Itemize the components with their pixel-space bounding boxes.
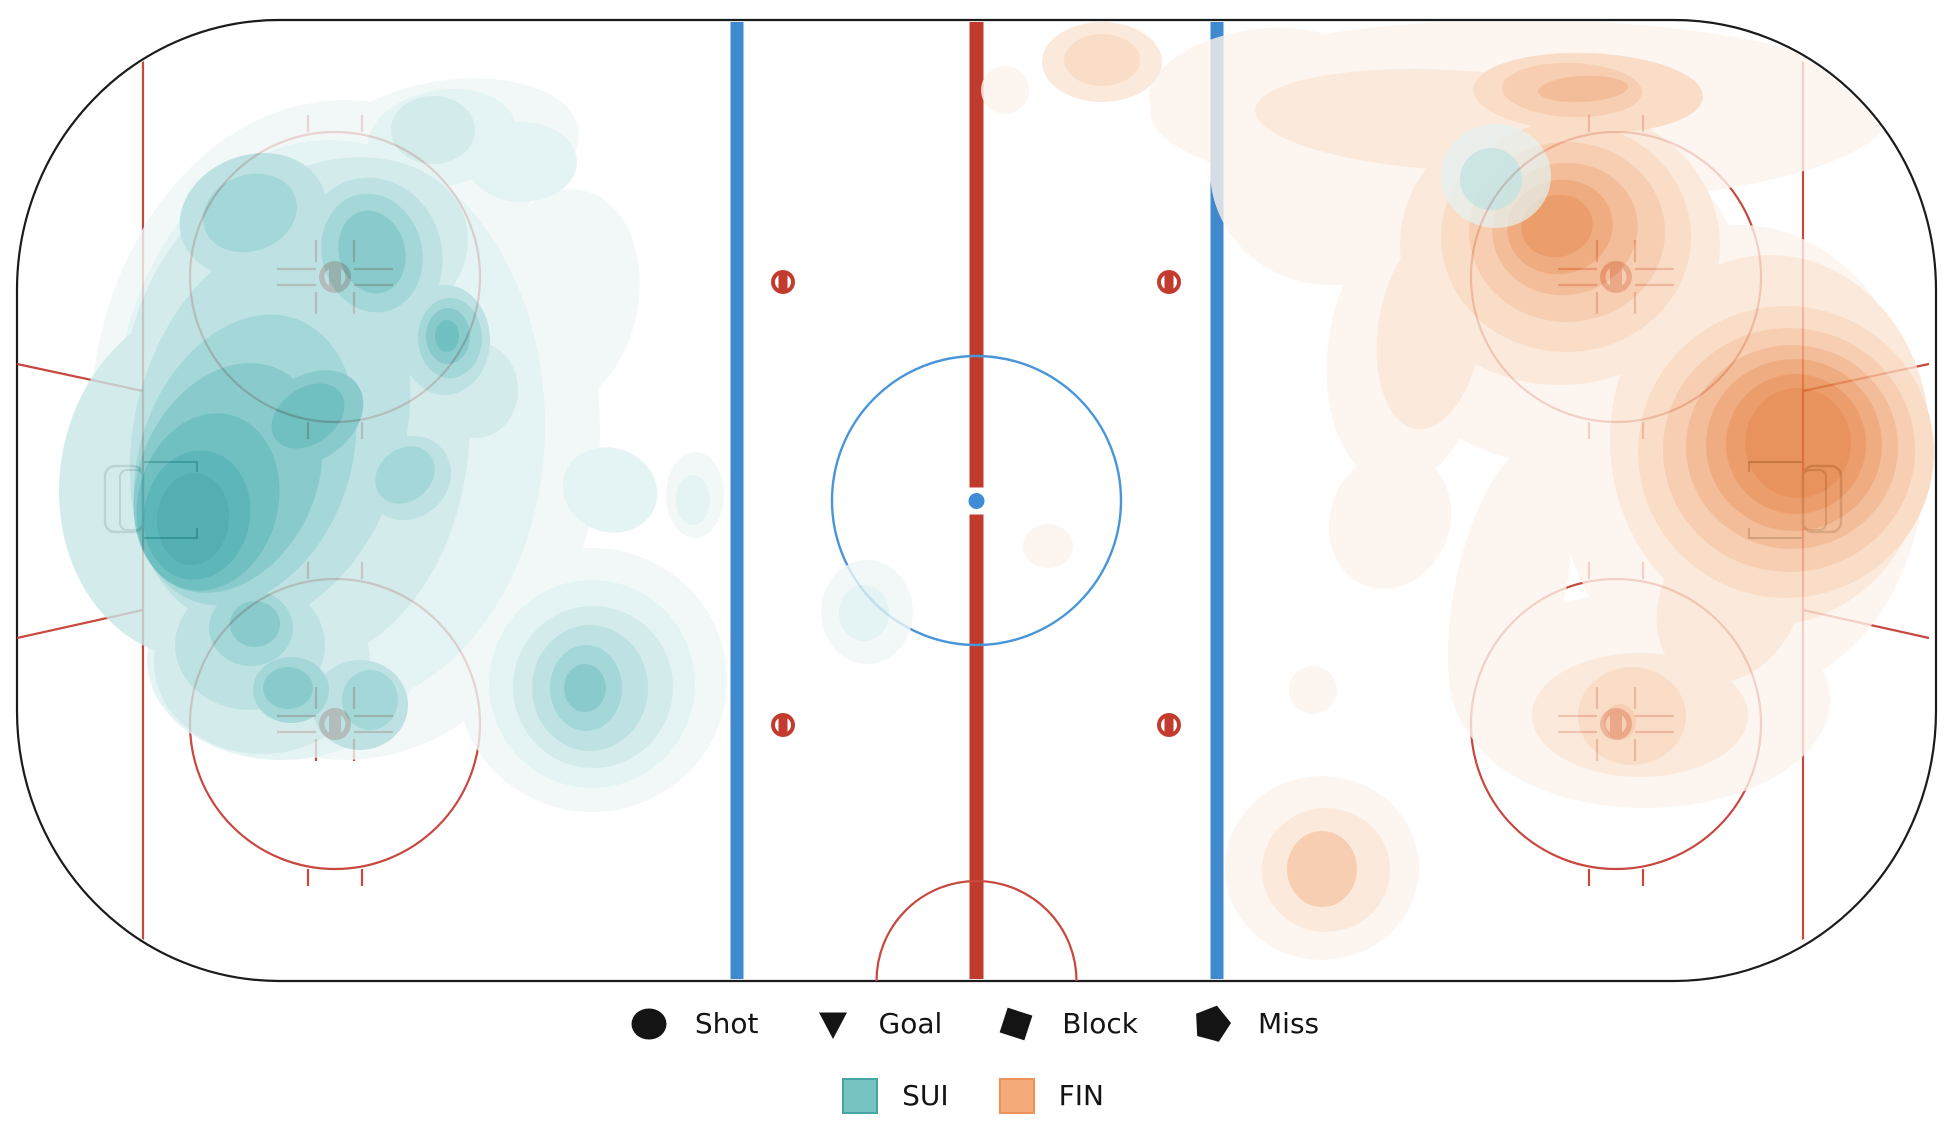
neutral-dot-top-left (771, 270, 795, 294)
contour-ellipse (676, 475, 710, 525)
legend-item-shot: Shot (627, 1004, 759, 1044)
contour-ellipse (1023, 524, 1073, 568)
shot-label: Shot (694, 1007, 759, 1040)
contour-ellipse (271, 383, 345, 449)
contour-ellipse (342, 670, 398, 730)
rink-heatmap-chart (0, 0, 1938, 990)
contour-ellipse (263, 667, 313, 709)
miss-marker-icon (1196, 1005, 1231, 1042)
block-label: Block (1062, 1007, 1138, 1040)
contour-ellipse (230, 601, 280, 647)
contour-ellipse (1447, 442, 1573, 738)
contour-ellipse (156, 473, 230, 565)
heat-sui (59, 78, 1551, 812)
contour-ellipse (1460, 148, 1522, 210)
contour-ellipse (562, 447, 658, 533)
contour-ellipse (467, 122, 577, 202)
contour-ellipse (338, 210, 406, 294)
contour-ellipse (1604, 704, 1636, 740)
legend-item-goal: Goal (811, 1004, 943, 1044)
sui-color-swatch (842, 1078, 879, 1114)
contour-ellipse (1289, 666, 1337, 714)
goal-label: Goal (878, 1007, 943, 1040)
heat-layer (59, 22, 1934, 960)
marker-legend: Shot Goal Block Miss (0, 1004, 1946, 1044)
contour-ellipse (375, 446, 435, 504)
rink-boards (15, 18, 1938, 983)
legend-item-sui: SUI (842, 1078, 949, 1114)
sui-label: SUI (902, 1079, 949, 1112)
contour-ellipse (1538, 75, 1628, 103)
shot-marker-icon (631, 1008, 667, 1040)
contour-ellipse (435, 320, 459, 352)
legend-item-block: Block (994, 1004, 1138, 1044)
fin-color-swatch (998, 1078, 1035, 1114)
center-circle (830, 354, 1123, 647)
team-legend: SUI FIN (0, 1078, 1946, 1114)
center-faceoff-dot (968, 493, 985, 509)
neutral-dot-bottom-right (1157, 713, 1181, 737)
contour-ellipse (839, 585, 889, 641)
block-marker-icon (999, 1007, 1033, 1041)
contour-ellipse (391, 96, 475, 164)
legend-item-fin: FIN (998, 1078, 1104, 1114)
contour-ellipse (1745, 388, 1851, 498)
contour-ellipse (1521, 194, 1593, 258)
neutral-dot-top-right (1157, 270, 1181, 294)
fin-label: FIN (1058, 1079, 1104, 1112)
goal-marker-icon (818, 1012, 847, 1039)
referee-crease (875, 879, 1078, 982)
contour-ellipse (981, 66, 1029, 114)
miss-label: Miss (1258, 1007, 1320, 1040)
contour-ellipse (564, 664, 606, 712)
contour-ellipse (203, 173, 297, 253)
contour-ellipse (1064, 34, 1140, 86)
contour-ellipse (1287, 831, 1357, 907)
legend-item-miss: Miss (1190, 1004, 1319, 1044)
neutral-dot-bottom-left (771, 713, 795, 737)
rink-svg (0, 0, 1938, 990)
contour-ellipse (1328, 451, 1452, 589)
